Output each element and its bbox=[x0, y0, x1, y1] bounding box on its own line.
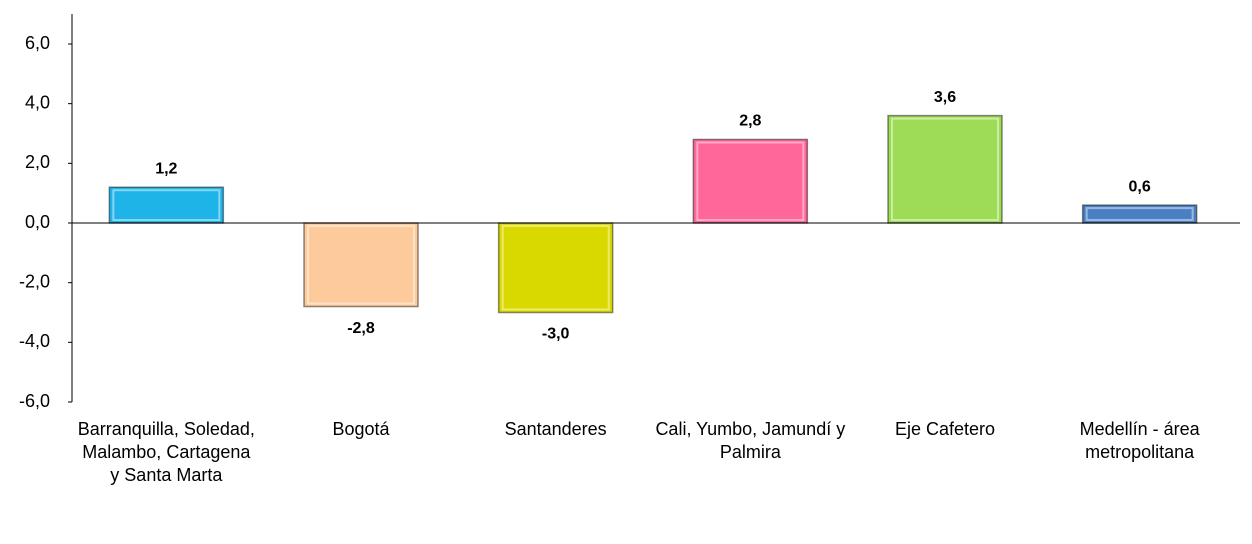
x-tick-label: Santanderes bbox=[504, 419, 607, 439]
value-label: -3,0 bbox=[542, 326, 570, 343]
bar-highlight bbox=[501, 225, 610, 311]
value-label: 3,6 bbox=[934, 89, 956, 106]
bar bbox=[303, 222, 419, 308]
bar bbox=[887, 114, 1003, 224]
bar bbox=[692, 138, 809, 224]
bar bbox=[108, 186, 225, 224]
bar-highlight bbox=[696, 141, 805, 221]
y-tick-label: -6,0 bbox=[19, 391, 50, 411]
value-label: 1,2 bbox=[155, 160, 177, 177]
y-tick-label: -2,0 bbox=[19, 271, 50, 291]
bar-highlight bbox=[112, 189, 221, 221]
y-tick-label: 6,0 bbox=[25, 33, 50, 53]
bar-highlight bbox=[891, 117, 999, 221]
value-label: -2,8 bbox=[347, 320, 375, 337]
bar bbox=[497, 222, 614, 314]
x-tick-label: Medellín - área metropolitana bbox=[1079, 419, 1200, 462]
bar-highlight bbox=[1085, 207, 1194, 222]
y-tick-label: -4,0 bbox=[19, 331, 50, 351]
y-tick-label: 4,0 bbox=[25, 92, 50, 112]
y-tick-label: 0,0 bbox=[25, 212, 50, 232]
bar-highlight bbox=[307, 225, 415, 305]
x-tick-label: Barranquilla, Soledad, Malambo, Cartagen… bbox=[77, 419, 255, 485]
x-tick-label: Cali, Yumbo, Jamundí y Palmira bbox=[655, 419, 846, 462]
x-tick-label: Eje Cafetero bbox=[894, 419, 996, 439]
value-label: 0,6 bbox=[1129, 178, 1151, 195]
value-label: 2,8 bbox=[739, 113, 761, 130]
y-tick-label: 2,0 bbox=[25, 152, 50, 172]
x-tick-label: Bogotá bbox=[332, 419, 390, 439]
